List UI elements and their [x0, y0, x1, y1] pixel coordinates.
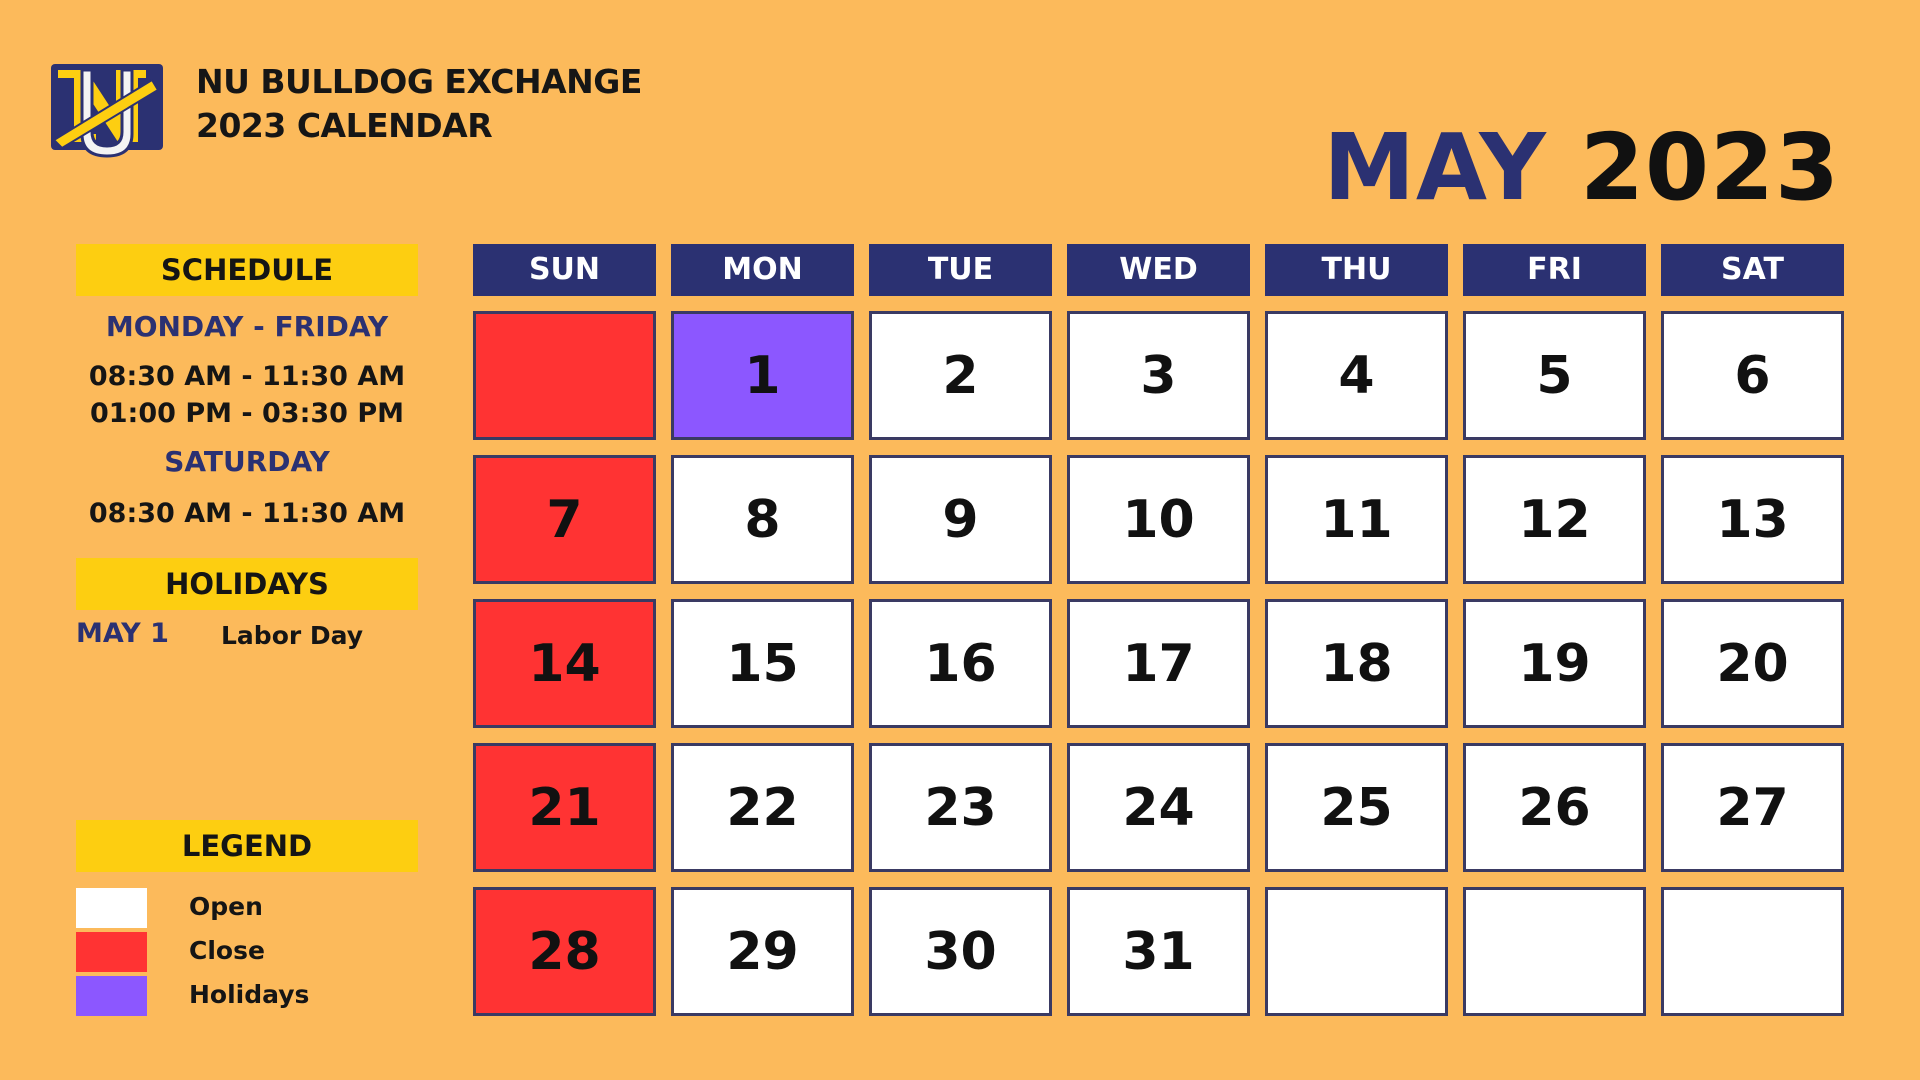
- legend-label-close: Close: [189, 936, 265, 965]
- day-cell: 31: [1067, 887, 1250, 1016]
- nu-logo: NU: [48, 56, 166, 164]
- holiday-date: MAY 1: [76, 618, 169, 649]
- month-heading: MAY 2023: [1323, 118, 1840, 218]
- day-header-tue: TUE: [869, 244, 1052, 296]
- day-cell: 11: [1265, 455, 1448, 584]
- day-cell: 10: [1067, 455, 1250, 584]
- day-header-wed: WED: [1067, 244, 1250, 296]
- day-cell: 7: [473, 455, 656, 584]
- day-cell: 30: [869, 887, 1052, 1016]
- weekday-header-row: SUN MON TUE WED THU FRI SAT: [473, 244, 1845, 296]
- day-cell: [1661, 887, 1844, 1016]
- day-header-sun: SUN: [473, 244, 656, 296]
- day-cell: 23: [869, 743, 1052, 872]
- weekday-hours: 08:30 AM - 11:30 AM 01:00 PM - 03:30 PM: [76, 358, 418, 432]
- schedule-heading: SCHEDULE: [76, 244, 418, 296]
- legend-label-holidays: Holidays: [189, 980, 310, 1009]
- day-cell: 20: [1661, 599, 1844, 728]
- weekday-afternoon-hours: 01:00 PM - 03:30 PM: [89, 398, 404, 429]
- day-cell: 25: [1265, 743, 1448, 872]
- holiday-swatch: [76, 976, 147, 1016]
- day-cell: 8: [671, 455, 854, 584]
- month-name: MAY: [1323, 114, 1547, 221]
- day-cell: [473, 311, 656, 440]
- saturday-label: SATURDAY: [164, 445, 330, 478]
- day-cell: 24: [1067, 743, 1250, 872]
- week-row: 21 22 23 24 25 26 27: [473, 743, 1845, 872]
- holiday-name: Labor Day: [221, 621, 364, 650]
- week-row: 28 29 30 31: [473, 887, 1845, 1016]
- brand-line-1: NU BULLDOG EXCHANGE: [196, 62, 642, 101]
- day-cell: 13: [1661, 455, 1844, 584]
- day-header-thu: THU: [1265, 244, 1448, 296]
- holidays-heading: HOLIDAYS: [76, 558, 418, 610]
- day-cell: [1463, 887, 1646, 1016]
- close-swatch: [76, 932, 147, 972]
- day-cell: 16: [869, 599, 1052, 728]
- day-cell: 14: [473, 599, 656, 728]
- day-header-sat: SAT: [1661, 244, 1844, 296]
- legend-item-open: Open: [76, 888, 418, 928]
- day-cell: 2: [869, 311, 1052, 440]
- brand-title: NU BULLDOG EXCHANGE 2023 CALENDAR: [196, 60, 642, 148]
- day-cell: 28: [473, 887, 656, 1016]
- calendar-weeks: 1 2 3 4 5 6 7 8 9 10 11 12 13 14 15 16 17 18 19 20 21 22 23 24 2…: [473, 311, 1845, 1016]
- day-cell: 21: [473, 743, 656, 872]
- day-cell: [1265, 887, 1448, 1016]
- day-cell: 12: [1463, 455, 1646, 584]
- weekday-morning-hours: 08:30 AM - 11:30 AM: [88, 361, 406, 392]
- day-cell: 29: [671, 887, 854, 1016]
- day-cell: 1: [671, 311, 854, 440]
- day-cell: 27: [1661, 743, 1844, 872]
- calendar-grid: SUN MON TUE WED THU FRI SAT 1 2 3 4 5 6 7 8 9 10 1…: [473, 244, 1845, 1016]
- year: 2023: [1579, 114, 1840, 221]
- week-row: 14 15 16 17 18 19 20: [473, 599, 1845, 728]
- day-cell: 15: [671, 599, 854, 728]
- legend-item-close: Close: [76, 932, 418, 972]
- day-cell: 26: [1463, 743, 1646, 872]
- brand-line-2: 2023 CALENDAR: [196, 106, 493, 145]
- day-header-mon: MON: [671, 244, 854, 296]
- weekday-label: MONDAY - FRIDAY: [105, 310, 389, 343]
- day-cell: 5: [1463, 311, 1646, 440]
- day-cell: 6: [1661, 311, 1844, 440]
- legend-item-holidays: Holidays: [76, 976, 418, 1016]
- day-cell: 22: [671, 743, 854, 872]
- day-cell: 3: [1067, 311, 1250, 440]
- day-cell: 17: [1067, 599, 1250, 728]
- saturday-hours: 08:30 AM - 11:30 AM: [88, 498, 406, 529]
- week-row: 7 8 9 10 11 12 13: [473, 455, 1845, 584]
- open-swatch: [76, 888, 147, 928]
- day-cell: 19: [1463, 599, 1646, 728]
- day-cell: 9: [869, 455, 1052, 584]
- legend-heading: LEGEND: [76, 820, 418, 872]
- legend-label-open: Open: [189, 892, 263, 921]
- day-cell: 4: [1265, 311, 1448, 440]
- day-cell: 18: [1265, 599, 1448, 728]
- day-header-fri: FRI: [1463, 244, 1646, 296]
